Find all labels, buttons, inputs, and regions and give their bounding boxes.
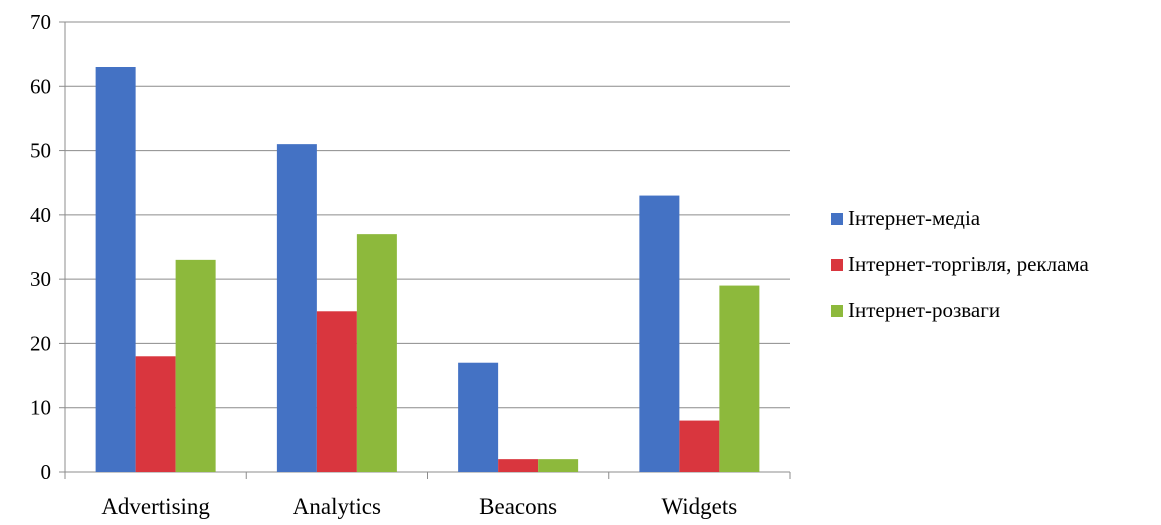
legend-label: Інтернет-медіа bbox=[848, 206, 981, 230]
y-tick-label: 60 bbox=[30, 74, 51, 98]
y-tick-label: 40 bbox=[30, 203, 51, 227]
bar-analytics-series-1 bbox=[276, 144, 317, 472]
y-tick-label: 70 bbox=[30, 10, 51, 34]
y-tick-label: 20 bbox=[30, 331, 51, 355]
bar-beacons-series-1 bbox=[458, 362, 499, 472]
legend: Інтернет-медіа Інтернет-торгівля, реклама… bbox=[831, 206, 1090, 322]
x-tick-label: Advertising bbox=[101, 494, 210, 519]
tick-labels: 0 10 20 30 40 50 60 70 Advertising Analytics Beaco… bbox=[30, 10, 737, 519]
bar-beacons-series-3 bbox=[538, 459, 579, 472]
legend-swatch bbox=[831, 213, 843, 225]
x-tick-label: Analytics bbox=[293, 494, 381, 519]
bar-widgets-series-3 bbox=[719, 285, 760, 472]
x-tick-label: Widgets bbox=[662, 494, 738, 519]
bar-widgets-series-2 bbox=[679, 420, 720, 472]
y-tick-label: 50 bbox=[30, 139, 51, 163]
x-tick-label: Beacons bbox=[479, 494, 557, 519]
bar-advertising-series-1 bbox=[95, 67, 136, 472]
y-tick-label: 30 bbox=[30, 267, 51, 291]
legend-label: Інтернет-розваги bbox=[848, 298, 1000, 322]
bars bbox=[95, 67, 760, 473]
bar-advertising-series-3 bbox=[175, 259, 216, 472]
y-tick-label: 0 bbox=[41, 460, 52, 484]
bar-analytics-series-2 bbox=[316, 311, 357, 472]
legend-label: Інтернет-торгівля, реклама bbox=[848, 252, 1090, 276]
legend-swatch bbox=[831, 305, 843, 317]
bar-widgets-series-1 bbox=[639, 195, 680, 473]
gridlines bbox=[65, 21, 790, 409]
y-tick-label: 10 bbox=[30, 396, 51, 420]
bar-analytics-series-3 bbox=[356, 234, 397, 472]
bar-beacons-series-2 bbox=[498, 459, 539, 472]
bar-advertising-series-2 bbox=[135, 356, 176, 472]
legend-swatch bbox=[831, 259, 843, 271]
